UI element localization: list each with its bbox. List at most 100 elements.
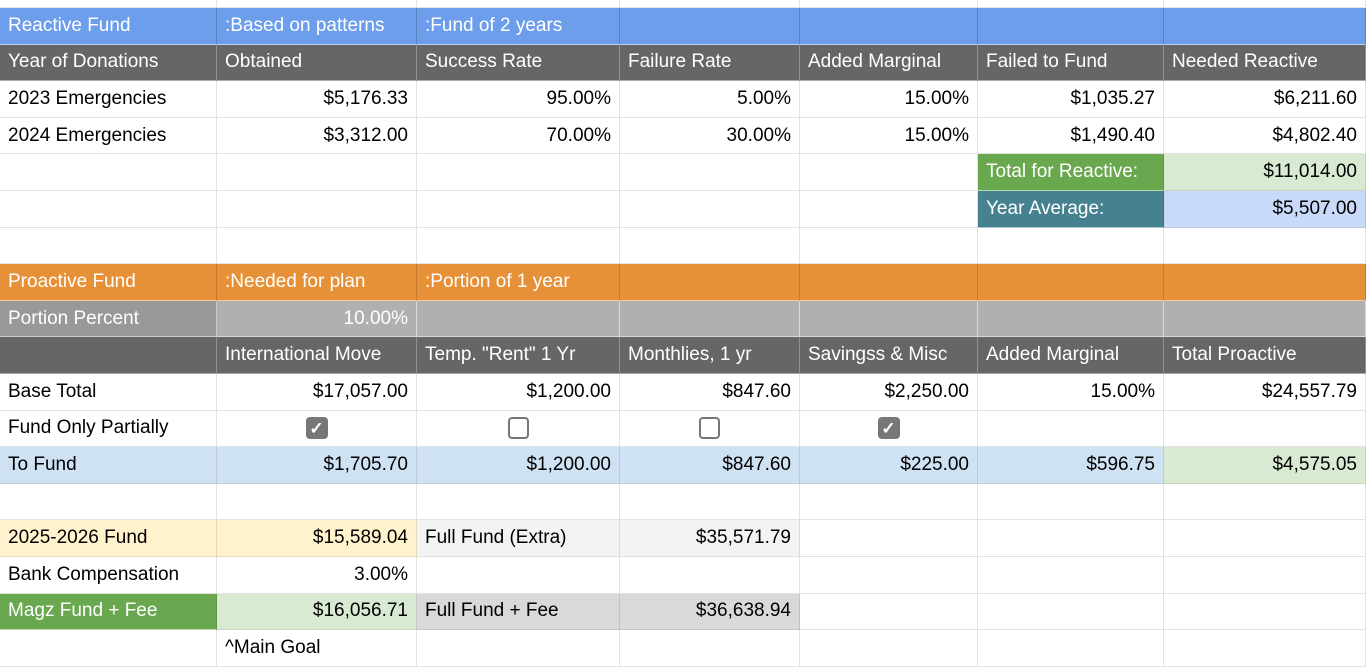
row-spacer-1-cell-c4[interactable] (800, 227, 978, 265)
row-fund-only-partially-cell-c5[interactable] (978, 410, 1164, 448)
row-base-total-cell-c2[interactable]: $1,200.00 (417, 373, 620, 411)
row-spacer-2-cell-c5[interactable] (978, 483, 1164, 521)
row-spacer-2-cell-c1[interactable] (217, 483, 417, 521)
proactive-column-headers-cell-c6[interactable]: Total Proactive (1164, 337, 1366, 374)
row-2023-emergencies-cell-c6[interactable]: $6,211.60 (1164, 81, 1366, 118)
row-2023-emergencies-cell-c0[interactable]: 2023 Emergencies (0, 81, 217, 118)
row-spacer-1-cell-c1[interactable] (217, 227, 417, 265)
row-total-for-reactive-cell-c1[interactable] (217, 154, 417, 191)
row-portion-percent-cell-c5[interactable] (978, 300, 1164, 338)
row-portion-percent-cell-c1[interactable]: 10.00% (217, 300, 417, 338)
row-magz-fund-fee-cell-c6[interactable] (1164, 593, 1366, 631)
reactive-fund-banner-cell-c3[interactable] (620, 8, 800, 45)
row-total-for-reactive-cell-c3[interactable] (620, 154, 800, 191)
row-2024-emergencies-cell-c5[interactable]: $1,490.40 (978, 117, 1164, 155)
sliver-cell-c1[interactable] (217, 0, 417, 8)
row-bank-compensation-cell-c5[interactable] (978, 556, 1164, 594)
proactive-column-headers-cell-c0[interactable] (0, 337, 217, 374)
row-spacer-2-cell-c4[interactable] (800, 483, 978, 521)
row-total-for-reactive-cell-c5[interactable]: Total for Reactive: (978, 154, 1164, 191)
row-year-average-cell-c4[interactable] (800, 190, 978, 228)
row-total-for-reactive-cell-c4[interactable] (800, 154, 978, 191)
row-bank-compensation-cell-c3[interactable] (620, 556, 800, 594)
row-fund-only-partially-cell-c1[interactable]: ✓ (217, 410, 417, 448)
row-main-goal-note-cell-c1[interactable]: ^Main Goal (217, 630, 417, 667)
reactive-column-headers-cell-c0[interactable]: Year of Donations (0, 44, 217, 82)
row-base-total-cell-c4[interactable]: $2,250.00 (800, 373, 978, 411)
reactive-fund-banner-cell-c5[interactable] (978, 8, 1164, 45)
row-spacer-2-cell-c2[interactable] (417, 483, 620, 521)
reactive-fund-banner-cell-c2[interactable]: :Fund of 2 years (417, 8, 620, 45)
row-to-fund-cell-c2[interactable]: $1,200.00 (417, 447, 620, 484)
row-to-fund-cell-c1[interactable]: $1,705.70 (217, 447, 417, 484)
row-spacer-1-cell-c0[interactable] (0, 227, 217, 265)
reactive-column-headers-cell-c1[interactable]: Obtained (217, 44, 417, 82)
row-2023-emergencies-cell-c1[interactable]: $5,176.33 (217, 81, 417, 118)
row-base-total-cell-c5[interactable]: 15.00% (978, 373, 1164, 411)
row-2025-2026-fund-cell-c0[interactable]: 2025-2026 Fund (0, 520, 217, 557)
reactive-column-headers-cell-c3[interactable]: Failure Rate (620, 44, 800, 82)
row-2025-2026-fund-cell-c1[interactable]: $15,589.04 (217, 520, 417, 557)
row-base-total-cell-c0[interactable]: Base Total (0, 373, 217, 411)
row-magz-fund-fee-cell-c5[interactable] (978, 593, 1164, 631)
row-2024-emergencies-cell-c6[interactable]: $4,802.40 (1164, 117, 1366, 155)
proactive-fund-banner-cell-c0[interactable]: Proactive Fund (0, 264, 217, 301)
row-year-average-cell-c1[interactable] (217, 190, 417, 228)
row-year-average-cell-c2[interactable] (417, 190, 620, 228)
row-main-goal-note-cell-c6[interactable] (1164, 630, 1366, 667)
row-to-fund-cell-c0[interactable]: To Fund (0, 447, 217, 484)
row-portion-percent-cell-c6[interactable] (1164, 300, 1366, 338)
row-to-fund-cell-c6[interactable]: $4,575.05 (1164, 447, 1366, 484)
row-total-for-reactive-cell-c2[interactable] (417, 154, 620, 191)
row-main-goal-note-cell-c0[interactable] (0, 630, 217, 667)
row-total-for-reactive-cell-c6[interactable]: $11,014.00 (1164, 154, 1366, 191)
row-2025-2026-fund-cell-c3[interactable]: $35,571.79 (620, 520, 800, 557)
row-bank-compensation-cell-c4[interactable] (800, 556, 978, 594)
row-fund-only-partially-cell-c3[interactable] (620, 410, 800, 448)
row-2025-2026-fund-cell-c4[interactable] (800, 520, 978, 557)
row-main-goal-note-cell-c3[interactable] (620, 630, 800, 667)
proactive-fund-banner-cell-c6[interactable] (1164, 264, 1366, 301)
row-2023-emergencies-cell-c2[interactable]: 95.00% (417, 81, 620, 118)
row-2025-2026-fund-cell-c2[interactable]: Full Fund (Extra) (417, 520, 620, 557)
row-total-for-reactive-cell-c0[interactable] (0, 154, 217, 191)
row-to-fund-cell-c3[interactable]: $847.60 (620, 447, 800, 484)
row-magz-fund-fee-cell-c4[interactable] (800, 593, 978, 631)
reactive-column-headers-cell-c4[interactable]: Added Marginal (800, 44, 978, 82)
row-fund-only-partially-cell-c2[interactable] (417, 410, 620, 448)
row-main-goal-note-cell-c5[interactable] (978, 630, 1164, 667)
row-portion-percent-cell-c2[interactable] (417, 300, 620, 338)
row-fund-only-partially-cell-c6[interactable] (1164, 410, 1366, 448)
row-base-total-cell-c6[interactable]: $24,557.79 (1164, 373, 1366, 411)
row-main-goal-note-cell-c4[interactable] (800, 630, 978, 667)
row-main-goal-note-cell-c2[interactable] (417, 630, 620, 667)
row-spacer-1-cell-c2[interactable] (417, 227, 620, 265)
row-2025-2026-fund-cell-c6[interactable] (1164, 520, 1366, 557)
row-bank-compensation-cell-c6[interactable] (1164, 556, 1366, 594)
row-spacer-1-cell-c5[interactable] (978, 227, 1164, 265)
reactive-fund-banner-cell-c6[interactable] (1164, 8, 1366, 45)
row-base-total-cell-c1[interactable]: $17,057.00 (217, 373, 417, 411)
sliver-cell-c6[interactable] (1164, 0, 1366, 8)
proactive-fund-banner-cell-c2[interactable]: :Portion of 1 year (417, 264, 620, 301)
row-spacer-1-cell-c6[interactable] (1164, 227, 1366, 265)
row-year-average-cell-c3[interactable] (620, 190, 800, 228)
row-portion-percent-cell-c3[interactable] (620, 300, 800, 338)
proactive-column-headers-cell-c2[interactable]: Temp. "Rent" 1 Yr (417, 337, 620, 374)
row-magz-fund-fee-cell-c2[interactable]: Full Fund + Fee (417, 593, 620, 631)
row-magz-fund-fee-cell-c3[interactable]: $36,638.94 (620, 593, 800, 631)
proactive-fund-banner-cell-c3[interactable] (620, 264, 800, 301)
row-2023-emergencies-cell-c3[interactable]: 5.00% (620, 81, 800, 118)
row-2023-emergencies-cell-c5[interactable]: $1,035.27 (978, 81, 1164, 118)
row-2023-emergencies-cell-c4[interactable]: 15.00% (800, 81, 978, 118)
sliver-cell-c0[interactable] (0, 0, 217, 8)
row-magz-fund-fee-cell-c1[interactable]: $16,056.71 (217, 593, 417, 631)
row-2025-2026-fund-cell-c5[interactable] (978, 520, 1164, 557)
row-2024-emergencies-cell-c0[interactable]: 2024 Emergencies (0, 117, 217, 155)
reactive-fund-banner-cell-c1[interactable]: :Based on patterns (217, 8, 417, 45)
sliver-cell-c4[interactable] (800, 0, 978, 8)
sliver-cell-c3[interactable] (620, 0, 800, 8)
proactive-column-headers-cell-c3[interactable]: Monthlies, 1 yr (620, 337, 800, 374)
row-fund-only-partially-cell-c4[interactable]: ✓ (800, 410, 978, 448)
sliver-cell-c2[interactable] (417, 0, 620, 8)
